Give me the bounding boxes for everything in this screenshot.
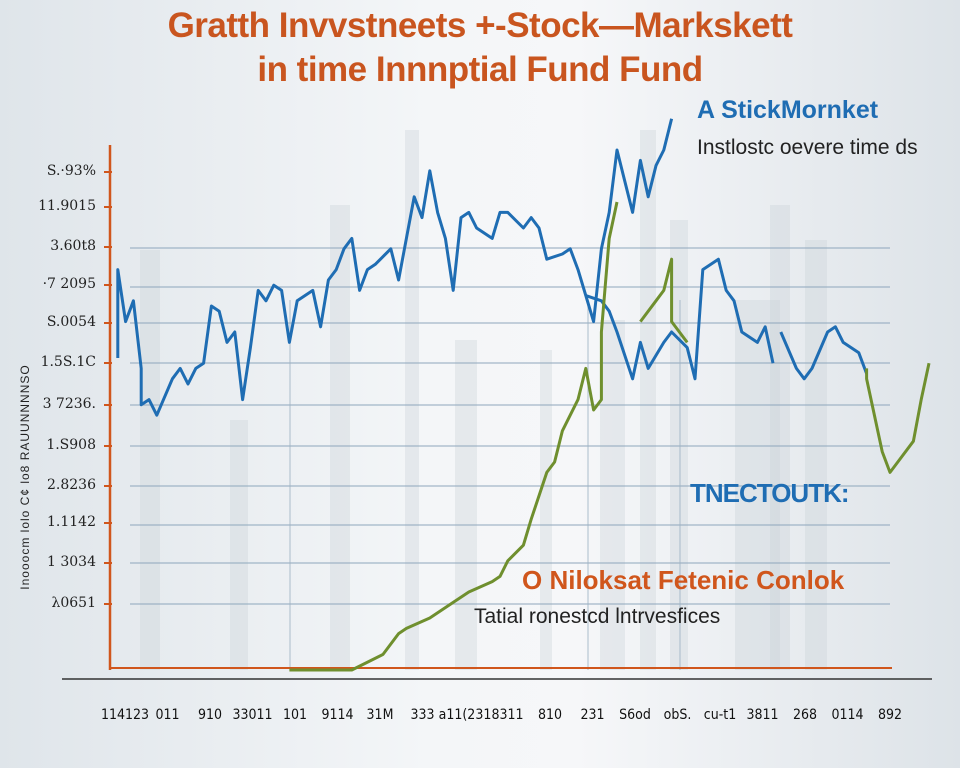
x-tick-label: 231 — [580, 707, 605, 723]
x-tick-label: S6od — [619, 707, 651, 723]
x-tick-label: 268 — [792, 707, 818, 723]
background-bar — [330, 205, 350, 670]
x-tick-label: 114123 — [100, 707, 150, 723]
fund-annotation-title: O Niloksat Fetenic Conlok — [522, 565, 845, 595]
stock-line — [585, 257, 775, 381]
y-tick-label: S.·93% — [46, 163, 96, 179]
background-bar — [230, 420, 248, 670]
y-axis-label: Inooocm lolo C¢ lo8 RAUUNNNNSO — [18, 364, 32, 590]
background-bar — [405, 130, 419, 670]
x-tick-label: 3811 — [746, 707, 779, 723]
x-tick-label: 9114 — [321, 707, 354, 723]
x-tick-label: 810 — [537, 707, 563, 723]
background-bar — [455, 340, 477, 670]
background-bar — [540, 350, 552, 670]
y-tick-label: 1.1142 — [47, 514, 96, 530]
chart-title: Gratth Invvstneets +-Stock—Markskett — [167, 6, 793, 45]
x-tick-label: cu-t1 — [703, 707, 737, 723]
y-tick-label: λ0651 — [51, 595, 96, 611]
background-bar — [640, 130, 656, 670]
y-tick-label: 2.8236 — [47, 477, 96, 493]
x-tick-label: 31M — [366, 707, 394, 723]
x-tick-label: 8311 — [491, 707, 524, 723]
fund-annotation-subtitle: Tatial ronestcd lntrvesfices — [474, 605, 721, 628]
fund-line — [639, 257, 689, 344]
x-tick-label: 011 — [155, 707, 180, 723]
chart-subtitle: in time Innnptial Fund Fund — [257, 50, 703, 89]
y-tick-label: 1.5S.1C — [40, 354, 96, 370]
y-tick-label: ·7 2095 — [42, 276, 96, 292]
stock-annotation-title: A StickMornket — [697, 96, 879, 124]
stock-line — [116, 118, 674, 417]
stock-line — [779, 325, 869, 381]
fund-line — [865, 362, 931, 474]
x-tick-label: a11(231 — [438, 707, 492, 723]
background-bar — [600, 320, 625, 670]
x-tick-label: 892 — [877, 707, 903, 723]
y-tick-label: 1.S908 — [46, 437, 96, 453]
background-bar — [770, 205, 790, 670]
x-tick-label: obS. — [663, 707, 692, 723]
stock-tag-label: TNECTOUTK: — [690, 478, 850, 508]
stock-annotation-subtitle: Instlostc oevere time ds — [697, 136, 918, 159]
y-tick-label: S.0054 — [46, 314, 96, 330]
fund-line — [289, 201, 619, 672]
x-tick-label: 333 — [410, 707, 435, 723]
y-tick-label: 3 7236. — [42, 396, 96, 412]
x-tick-label: 910 — [197, 707, 223, 723]
background-bar — [140, 250, 160, 670]
x-tick-label: 101 — [282, 707, 308, 723]
background-bar — [670, 220, 688, 670]
x-tick-label: 33011 — [232, 707, 273, 723]
y-tick-label: 1 3034 — [47, 554, 96, 570]
y-tick-label: 3.60t8 — [50, 238, 96, 254]
x-tick-label: 0114 — [831, 707, 864, 723]
y-tick-label: 11.9015 — [38, 198, 96, 214]
background-bar — [805, 240, 827, 670]
